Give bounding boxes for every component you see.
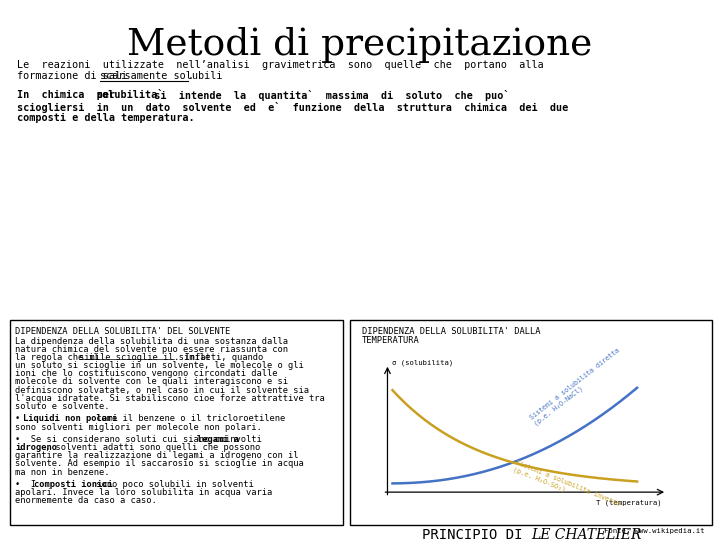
Text: sono solventi migliori per molecole non polari.: sono solventi migliori per molecole non … (15, 423, 262, 431)
Text: .: . (188, 71, 194, 81)
Text: definiscono solvatate, o nel caso in cui il solvente sia: definiscono solvatate, o nel caso in cui… (15, 386, 309, 395)
Text: Sistemi a solubilita diretta
(p.e. H₂O-NaCl): Sistemi a solubilita diretta (p.e. H₂O-N… (529, 347, 626, 427)
Text: simile scioglie il simile: simile scioglie il simile (79, 353, 211, 362)
Text: Liquidi non polari: Liquidi non polari (22, 414, 117, 423)
Text: La dipendenza della solubilita di una sostanza dalla: La dipendenza della solubilita di una so… (15, 336, 288, 346)
Text: come il benzene o il tricloroetilene: come il benzene o il tricloroetilene (91, 414, 285, 423)
Text: Le  reazioni  utilizzate  nell’analisi  gravimetrica  sono  quelle  che  portano: Le reazioni utilizzate nell’analisi grav… (17, 60, 544, 70)
Text: idrogeno: idrogeno (15, 443, 57, 452)
Text: composti ionici: composti ionici (34, 480, 113, 489)
Text: Sistemi a solubilita inversa
(p.e. H₂O-SO₂): Sistemi a solubilita inversa (p.e. H₂O-S… (512, 460, 621, 514)
Text: apolari. Invece la loro solubilita in acqua varia: apolari. Invece la loro solubilita in ac… (15, 488, 272, 497)
Text: garantire la realizzazione di legami a idrogeno con il: garantire la realizzazione di legami a i… (15, 451, 299, 460)
Text: solvente. Ad esempio il saccarosio si scioglie in acqua: solvente. Ad esempio il saccarosio si sc… (15, 460, 304, 469)
Text: si  intende  la  quantità  massima  di  soluto  che  può: si intende la quantità massima di solut… (143, 90, 510, 102)
Text: formazione di sali: formazione di sali (17, 71, 133, 81)
Text: scarsamente solubili: scarsamente solubili (100, 71, 223, 81)
Text: legami a: legami a (197, 435, 239, 444)
Bar (350, 320, 712, 525)
Text: enormemente da caso a caso.: enormemente da caso a caso. (15, 496, 157, 505)
Text: Fonte: www.wikipedia.it: Fonte: www.wikipedia.it (604, 528, 705, 534)
Text: Metodi di precipitazione: Metodi di precipitazione (127, 27, 593, 63)
Text: LE CHATELIER: LE CHATELIER (531, 528, 642, 540)
Text: l'acqua idratate. Si stabiliscono cioe forze attrattive tra: l'acqua idratate. Si stabiliscono cioe f… (15, 394, 325, 403)
Text: T (temperatura): T (temperatura) (596, 500, 662, 506)
Text: •  I: • I (15, 480, 41, 489)
Text: solubilità: solubilità (96, 90, 163, 100)
Bar (10, 320, 343, 525)
Text: •  Se si considerano soluti cui siano coinvolti: • Se si considerano soluti cui siano coi… (15, 435, 267, 444)
Text: natura chimica del solvente puo essere riassunta con: natura chimica del solvente puo essere r… (15, 345, 288, 354)
Text: sono poco solubili in solventi: sono poco solubili in solventi (91, 480, 253, 489)
Text: molecole di solvente con le quali interagiscono e si: molecole di solvente con le quali intera… (15, 377, 288, 387)
Text: , solventi adatti sono quelli che possono: , solventi adatti sono quelli che posson… (45, 443, 261, 452)
Text: la regola che il: la regola che il (15, 353, 104, 362)
Text: un soluto si scioglie in un solvente, le molecole o gli: un soluto si scioglie in un solvente, le… (15, 361, 304, 370)
Text: σ (solubilita): σ (solubilita) (392, 360, 454, 366)
Text: sciogliersi  in  un  dato  solvente  ed  è  funzione  della  struttura  chimica: sciogliersi in un dato solvente ed è fu… (17, 102, 568, 113)
Text: DIPENDENZA DELLA SOLUBILITA' DALLA: DIPENDENZA DELLA SOLUBILITA' DALLA (362, 327, 541, 336)
Text: PRINCIPIO DI: PRINCIPIO DI (422, 528, 531, 540)
Text: soluto e solvente.: soluto e solvente. (15, 402, 109, 411)
Text: TEMPERATURA: TEMPERATURA (362, 336, 420, 345)
Text: •: • (15, 414, 25, 423)
Text: In  chimica  per: In chimica per (17, 90, 127, 100)
Text: DIPENDENZA DELLA SOLUBILITA' DEL SOLVENTE: DIPENDENZA DELLA SOLUBILITA' DEL SOLVENT… (15, 327, 230, 336)
Text: ma non in benzene.: ma non in benzene. (15, 468, 109, 477)
Text: ioni che lo costituiscono vengono circondati dalle: ioni che lo costituiscono vengono circon… (15, 369, 277, 379)
Text: composti e della temperatura.: composti e della temperatura. (17, 113, 194, 123)
Text: . Infatti, quando: . Infatti, quando (174, 353, 264, 362)
